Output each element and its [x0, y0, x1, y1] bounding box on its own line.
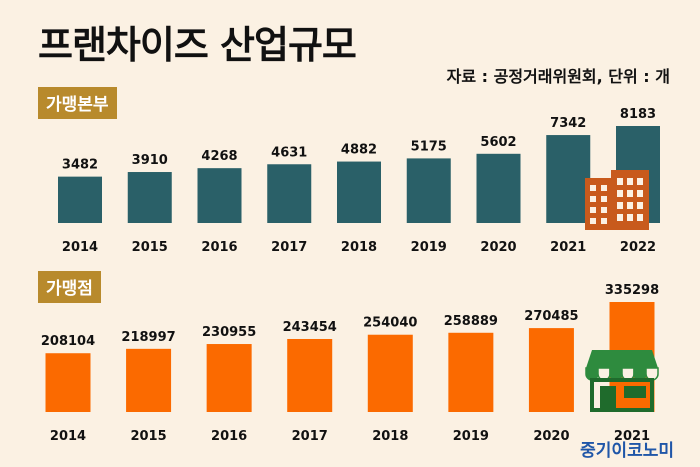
data-label-store-2019: 258889: [444, 314, 498, 329]
bar-hq-2014: [58, 176, 102, 223]
data-label-store-2014: 208104: [41, 334, 95, 349]
data-label-hq-2021: 7342: [550, 116, 586, 131]
page-title: 프랜차이즈 산업규모: [38, 23, 357, 67]
section-label-stores: 가맹점: [38, 271, 101, 303]
tick-label-store-2015: 2015: [130, 429, 166, 444]
bar-hq-2016: [197, 168, 242, 223]
tick-label-hq-2018: 2018: [341, 240, 377, 255]
tick-label-hq-2014: 2014: [62, 240, 98, 255]
data-label-hq-2016: 4268: [201, 149, 237, 164]
tick-label-hq-2017: 2017: [271, 240, 307, 255]
building-icon: [585, 170, 649, 230]
tick-label-store-2016: 2016: [211, 429, 247, 444]
data-label-store-2020: 270485: [524, 309, 578, 324]
data-label-store-2016: 230955: [202, 325, 256, 340]
data-label-store-2017: 243454: [283, 320, 337, 335]
bar-hq-2015: [127, 172, 172, 223]
bar-store-2014: [45, 353, 91, 412]
bar-store-2019: [448, 332, 494, 412]
data-label-hq-2019: 5175: [411, 139, 447, 154]
tick-label-store-2018: 2018: [372, 429, 408, 444]
data-label-hq-2020: 5602: [480, 135, 516, 150]
tick-label-store-2020: 2020: [533, 429, 569, 444]
bar-store-2016: [206, 344, 252, 412]
bar-store-2020: [528, 328, 574, 412]
tick-label-hq-2021: 2021: [550, 240, 586, 255]
bar-store-2018: [367, 334, 413, 412]
bar-hq-2017: [267, 164, 312, 223]
bar-store-2017: [287, 338, 333, 412]
data-label-hq-2014: 3482: [62, 158, 98, 173]
tick-label-hq-2015: 2015: [132, 240, 168, 255]
bar-hq-2020: [476, 153, 521, 223]
bar-hq-2018: [337, 161, 381, 223]
tick-label-store-2017: 2017: [292, 429, 328, 444]
data-label-store-2015: 218997: [121, 330, 175, 345]
storefront-icon: [585, 350, 659, 412]
tick-label-hq-2016: 2016: [201, 240, 237, 255]
data-label-store-2018: 254040: [363, 316, 417, 331]
tick-label-store-2021: 2021: [614, 429, 650, 444]
tick-label-store-2019: 2019: [453, 429, 489, 444]
tick-label-store-2014: 2014: [50, 429, 86, 444]
tick-label-hq-2019: 2019: [411, 240, 447, 255]
data-label-hq-2018: 4882: [341, 143, 377, 158]
bar-hq-2019: [406, 158, 451, 223]
tick-label-hq-2020: 2020: [480, 240, 516, 255]
data-label-hq-2022: 8183: [620, 107, 656, 122]
section-label-hq: 가맹본부: [38, 87, 117, 119]
bar-store-2015: [126, 348, 172, 412]
bar-hq-2021: [546, 135, 591, 223]
data-label-hq-2015: 3910: [132, 153, 168, 168]
data-label-hq-2017: 4631: [271, 145, 307, 160]
tick-label-hq-2022: 2022: [620, 240, 656, 255]
data-label-store-2021: 335298: [605, 283, 659, 298]
source-note: 자료 : 공정거래위원회, 단위 : 개: [446, 67, 670, 86]
brand-logo-text: 중기이코노미: [580, 441, 674, 461]
